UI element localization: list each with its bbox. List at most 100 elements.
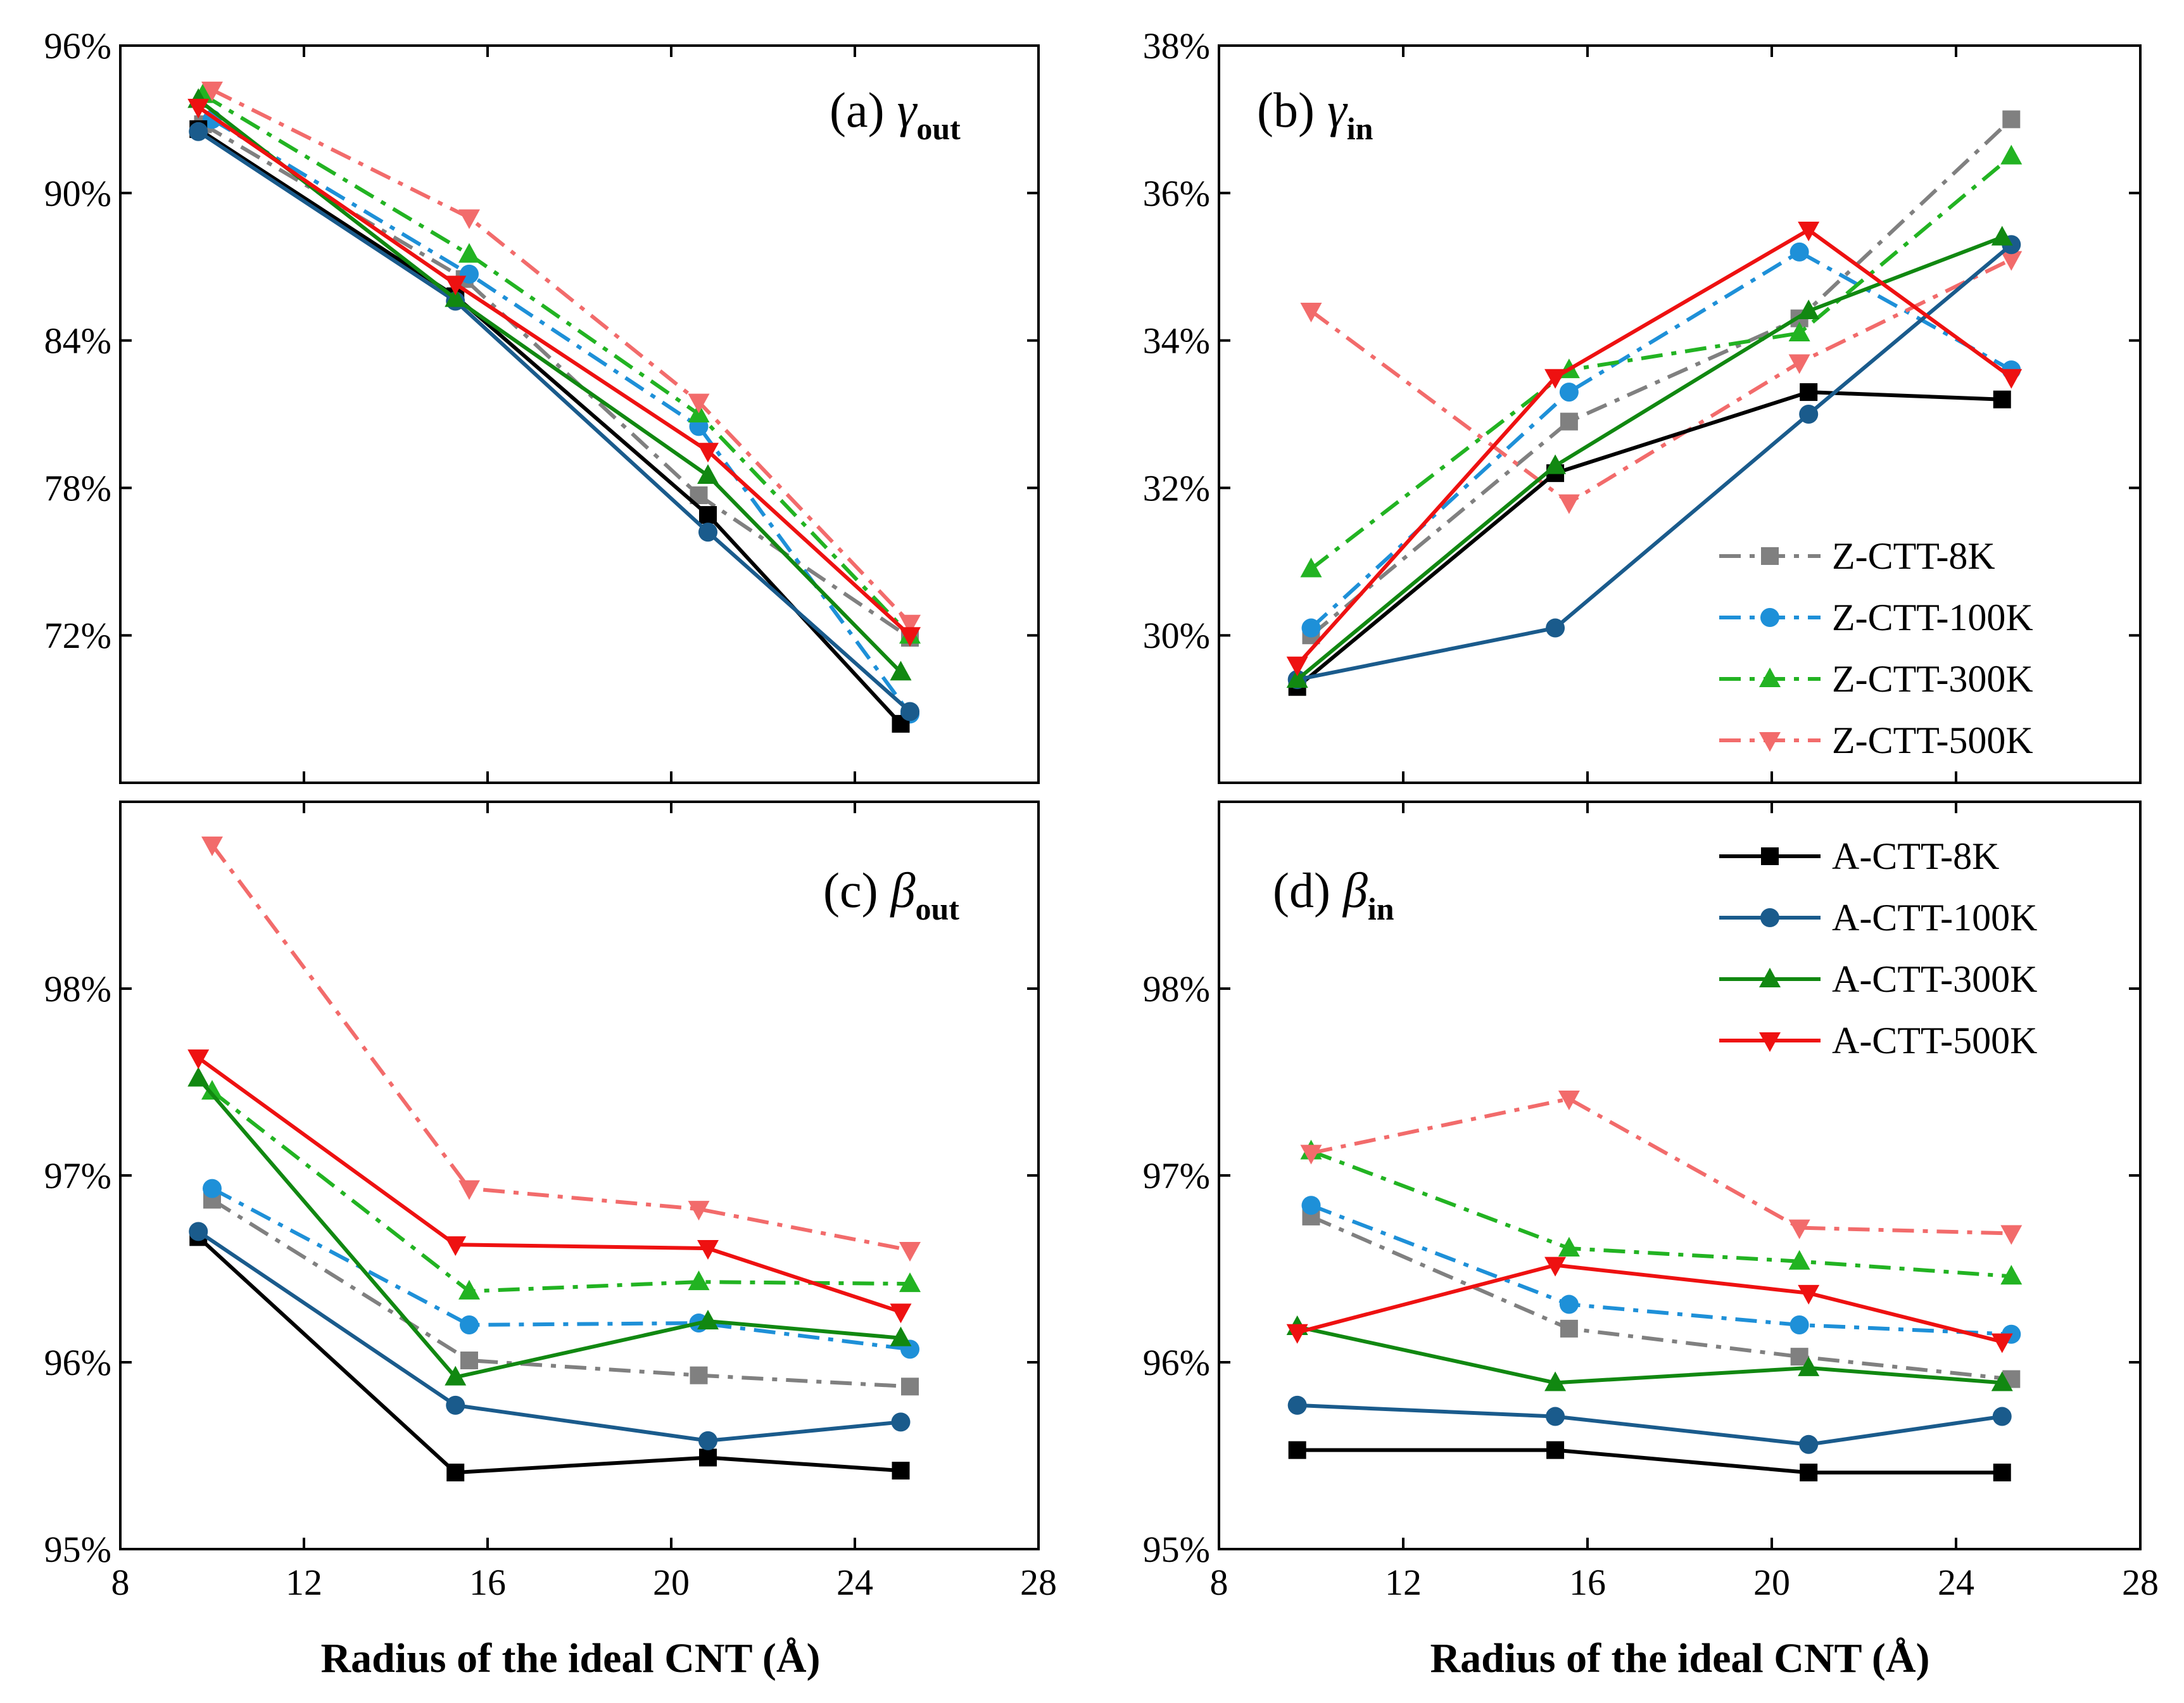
x-tick-label-c-0: 8	[111, 1562, 130, 1603]
panel-d: 95%96%97%98%8 12 16 20 24 28(d) βinA-CTT-8KA-C…	[1143, 801, 2159, 1603]
data-point-c-a-ctt-8k-3	[892, 1462, 910, 1480]
series-line-c-z-ctt-8k	[211, 1198, 911, 1389]
y-tick-label-c-3: 98%	[44, 968, 111, 1010]
data-point-d-a-ctt-300k-3	[1991, 1371, 2013, 1391]
y-tick-label-a-0: 72%	[44, 615, 111, 656]
data-point-c-a-ctt-300k-1	[445, 1365, 467, 1386]
legend-label-a-ctt-8k: A-CTT-8K	[1832, 835, 1999, 877]
data-point-c-z-ctt-500k-1	[458, 1180, 480, 1200]
data-point-d-z-ctt-300k-1	[1558, 1237, 1580, 1257]
axis-frame-a	[119, 44, 1040, 784]
legend-label-z-ctt-8k: Z-CTT-8K	[1832, 535, 1995, 577]
data-point-b-z-ctt-300k-2	[1788, 321, 1810, 341]
data-point-b-a-ctt-300k-3	[1991, 225, 2013, 246]
data-point-a-a-ctt-100k-3	[900, 702, 919, 721]
legend-swatch-marker-a-ctt-300k	[1759, 968, 1781, 987]
legend-swatch-marker-a-ctt-500k	[1759, 1032, 1781, 1052]
panel-title-symbol-b: γ	[1327, 82, 1348, 137]
panel-title-d: (d) βin	[1273, 863, 1394, 927]
legend-label-a-ctt-500k: A-CTT-500K	[1832, 1020, 2037, 1061]
panel-title-prefix-b: (b)	[1257, 82, 1315, 137]
legend-label-a-ctt-300k: A-CTT-300K	[1832, 958, 2037, 1000]
data-point-b-a-ctt-100k-1	[1546, 618, 1565, 638]
data-point-d-a-ctt-8k-1	[1546, 1441, 1565, 1459]
series-line-b-a-ctt-8k	[1296, 390, 2002, 689]
x-tick-label-d-5: 28	[2122, 1562, 2159, 1603]
y-tick-label-b-3: 36%	[1143, 173, 1210, 214]
y-tick-label-a-4: 96%	[44, 25, 111, 66]
data-point-a-a-ctt-8k-2	[699, 506, 717, 524]
panel-title-sub-a: out	[916, 111, 961, 146]
data-point-c-z-ctt-300k-1	[458, 1279, 480, 1300]
x-axis-label-c: Radius of the ideal CNT (Å)	[320, 1635, 820, 1681]
data-point-b-a-ctt-8k-2	[1800, 383, 1818, 402]
data-point-c-z-ctt-500k-0	[201, 836, 223, 856]
series-line-c-a-ctt-8k	[197, 1236, 901, 1475]
x-tick-label-d-0: 8	[1210, 1562, 1228, 1603]
legend-label-z-ctt-500k: Z-CTT-500K	[1832, 719, 2033, 761]
data-point-b-z-ctt-500k-1	[1558, 494, 1580, 514]
x-tick-label-d-3: 20	[1753, 1562, 1790, 1603]
legend-item-z-ctt-8k: Z-CTT-8K	[1719, 535, 1995, 577]
data-point-b-a-ctt-300k-1	[1544, 454, 1567, 474]
y-tick-label-d-1: 96%	[1143, 1342, 1210, 1383]
data-point-b-a-ctt-500k-3	[2000, 369, 2023, 389]
series-d-a-ctt-100k	[1287, 1395, 2012, 1454]
series-d-z-ctt-500k	[1300, 1091, 2023, 1245]
data-point-c-z-ctt-8k-1	[460, 1352, 478, 1370]
data-point-d-a-ctt-300k-2	[1798, 1356, 1820, 1376]
data-point-c-z-ctt-300k-3	[899, 1272, 921, 1293]
data-point-b-z-ctt-8k-1	[1560, 412, 1578, 431]
y-tick-label-b-4: 38%	[1143, 25, 1210, 66]
y-tick-label-c-0: 95%	[44, 1529, 111, 1570]
panel-title-a: (a) γout	[830, 82, 961, 146]
series-line-b-a-ctt-500k	[1296, 228, 2013, 666]
data-point-c-a-ctt-100k-2	[698, 1431, 717, 1450]
data-point-a-z-ctt-300k-1	[458, 243, 480, 263]
data-point-d-z-ctt-100k-1	[1559, 1295, 1579, 1314]
data-point-b-z-ctt-300k-0	[1300, 557, 1322, 578]
panel-title-prefix-c: (c)	[823, 863, 878, 918]
y-tick-label-c-2: 97%	[44, 1155, 111, 1196]
data-point-a-a-ctt-500k-3	[899, 627, 921, 647]
series-line-a-z-ctt-100k	[211, 117, 912, 716]
data-point-d-z-ctt-100k-2	[1789, 1315, 1809, 1334]
series-line-d-a-ctt-300k	[1297, 1325, 2003, 1385]
series-line-c-a-ctt-500k	[197, 1056, 902, 1314]
data-point-c-a-ctt-500k-3	[890, 1303, 912, 1324]
legend-item-a-ctt-8k: A-CTT-8K	[1719, 835, 1999, 877]
data-point-d-a-ctt-100k-2	[1799, 1434, 1819, 1454]
panel-title-sub-b: in	[1347, 111, 1373, 146]
data-point-d-a-ctt-100k-3	[1992, 1407, 2012, 1426]
x-tick-label-d-2: 16	[1569, 1562, 1606, 1603]
series-line-d-z-ctt-8k	[1310, 1215, 2012, 1381]
panel-title-sub-c: out	[915, 891, 959, 927]
data-point-b-z-ctt-500k-3	[2000, 251, 2023, 271]
y-tick-label-b-0: 30%	[1143, 615, 1210, 656]
data-point-b-z-ctt-300k-3	[2000, 144, 2023, 165]
data-point-c-z-ctt-500k-2	[688, 1201, 710, 1221]
legend-swatch-marker-z-ctt-8k	[1761, 547, 1779, 565]
data-point-c-z-ctt-100k-0	[203, 1179, 222, 1198]
panel-title-symbol-a: γ	[897, 82, 918, 137]
series-line-b-z-ctt-8k	[1310, 118, 2013, 637]
legend-label-a-ctt-100k: A-CTT-100K	[1832, 897, 2037, 939]
data-point-a-a-ctt-500k-2	[697, 443, 719, 463]
panel-c: 95% 96% 97% 98% 8 12 16 20 24 28 (c) βout	[44, 801, 1057, 1603]
data-point-c-a-ctt-300k-3	[890, 1326, 912, 1346]
data-point-b-a-ctt-300k-2	[1798, 300, 1820, 320]
legend-item-z-ctt-300k: Z-CTT-300K	[1719, 658, 2033, 700]
data-point-b-a-ctt-500k-0	[1286, 656, 1308, 676]
legend-d: A-CTT-8K A-CTT-100K A-CTT-300K A-CTT-500K	[1719, 835, 2037, 1061]
data-point-b-z-ctt-500k-0	[1300, 303, 1322, 323]
series-d-a-ctt-8k	[1288, 1441, 2011, 1482]
data-point-c-a-ctt-100k-3	[891, 1412, 911, 1432]
data-point-d-a-ctt-8k-3	[1993, 1464, 2011, 1482]
series-line-d-a-ctt-500k	[1296, 1263, 2003, 1344]
data-point-c-a-ctt-300k-0	[187, 1067, 210, 1087]
data-point-d-z-ctt-8k-1	[1560, 1319, 1578, 1338]
series-c-a-ctt-300k	[187, 1067, 912, 1386]
series-a-z-ctt-500k	[201, 81, 921, 635]
legend-label-z-ctt-100k: Z-CTT-100K	[1832, 597, 2033, 638]
data-point-d-a-ctt-100k-1	[1546, 1407, 1565, 1426]
